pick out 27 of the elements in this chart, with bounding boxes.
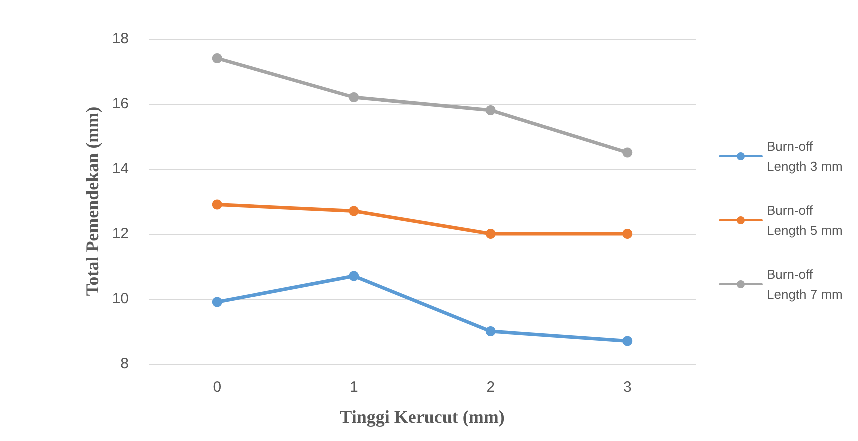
legend-label: Burn-off Length 5 mm [767,203,843,238]
point [486,106,496,116]
point [486,229,496,239]
point [212,54,222,64]
x-tick-label: 0 [213,379,222,396]
point [349,206,360,216]
x-tick-label: 3 [623,379,632,396]
y-axis-title: Total Pemendekan (mm) [82,106,102,296]
point [212,297,222,308]
point [486,326,496,336]
y-tick-label: 12 [112,226,129,242]
x-tick-label: 1 [350,379,358,396]
point [622,148,633,158]
y-tick-label: 18 [112,30,129,48]
legend-label: Burn-off Length 3 mm [767,139,843,174]
x-axis-title: Tinggi Kerucut (mm) [340,407,505,427]
y-tick-label: 10 [112,290,129,308]
x-tick-label: 2 [486,379,496,396]
point [349,92,360,102]
point [349,271,360,282]
y-tick-label: 16 [112,96,129,112]
legend-label: Burn-off Length 7 mm [767,267,843,302]
point [212,200,222,210]
point [622,229,633,239]
point [622,336,633,346]
y-tick-label: 8 [120,356,129,372]
y-tick-label: 14 [112,160,129,178]
